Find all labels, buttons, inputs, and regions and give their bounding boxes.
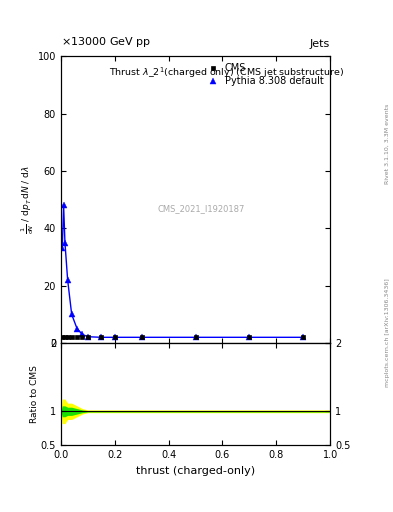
CMS: [301, 334, 306, 340]
Y-axis label: $\frac{1}{\mathregular{d}N}$ / $\mathregular{d}p_T\,\mathregular{d}N$ / $\mathre: $\frac{1}{\mathregular{d}N}$ / $\mathreg…: [20, 165, 36, 234]
Pythia 8.308 default: [301, 334, 306, 340]
Pythia 8.308 default: [61, 202, 66, 208]
CMS: [247, 334, 252, 340]
Legend: CMS, Pythia 8.308 default: CMS, Pythia 8.308 default: [204, 61, 325, 88]
CMS: [80, 334, 85, 340]
Text: mcplots.cern.ch [arXiv:1306.3436]: mcplots.cern.ch [arXiv:1306.3436]: [385, 279, 389, 387]
Pythia 8.308 default: [62, 240, 67, 246]
Pythia 8.308 default: [140, 334, 144, 340]
CMS: [62, 334, 67, 340]
CMS: [193, 334, 198, 340]
CMS: [86, 334, 90, 340]
Pythia 8.308 default: [60, 245, 64, 251]
Pythia 8.308 default: [247, 334, 252, 340]
CMS: [99, 334, 104, 340]
Text: $\times$13000 GeV pp: $\times$13000 GeV pp: [61, 35, 151, 49]
Text: CMS_2021_I1920187: CMS_2021_I1920187: [157, 204, 244, 213]
CMS: [75, 334, 79, 340]
CMS: [69, 334, 74, 340]
Pythia 8.308 default: [193, 334, 198, 340]
CMS: [60, 334, 64, 340]
Line: Pythia 8.308 default: Pythia 8.308 default: [59, 203, 306, 340]
Pythia 8.308 default: [86, 334, 90, 340]
Pythia 8.308 default: [75, 326, 79, 332]
Y-axis label: Ratio to CMS: Ratio to CMS: [30, 365, 39, 423]
Text: Rivet 3.1.10, 3.3M events: Rivet 3.1.10, 3.3M events: [385, 103, 389, 183]
Pythia 8.308 default: [112, 334, 117, 340]
Pythia 8.308 default: [99, 334, 104, 340]
CMS: [65, 334, 70, 340]
Text: Jets: Jets: [310, 38, 330, 49]
Pythia 8.308 default: [69, 311, 74, 317]
Line: CMS: CMS: [60, 335, 306, 340]
Pythia 8.308 default: [80, 331, 85, 337]
Text: Thrust $\lambda\_2^1$(charged only) (CMS jet substructure): Thrust $\lambda\_2^1$(charged only) (CMS…: [109, 65, 344, 79]
CMS: [112, 334, 117, 340]
CMS: [140, 334, 144, 340]
X-axis label: thrust (charged-only): thrust (charged-only): [136, 466, 255, 476]
Pythia 8.308 default: [65, 277, 70, 283]
